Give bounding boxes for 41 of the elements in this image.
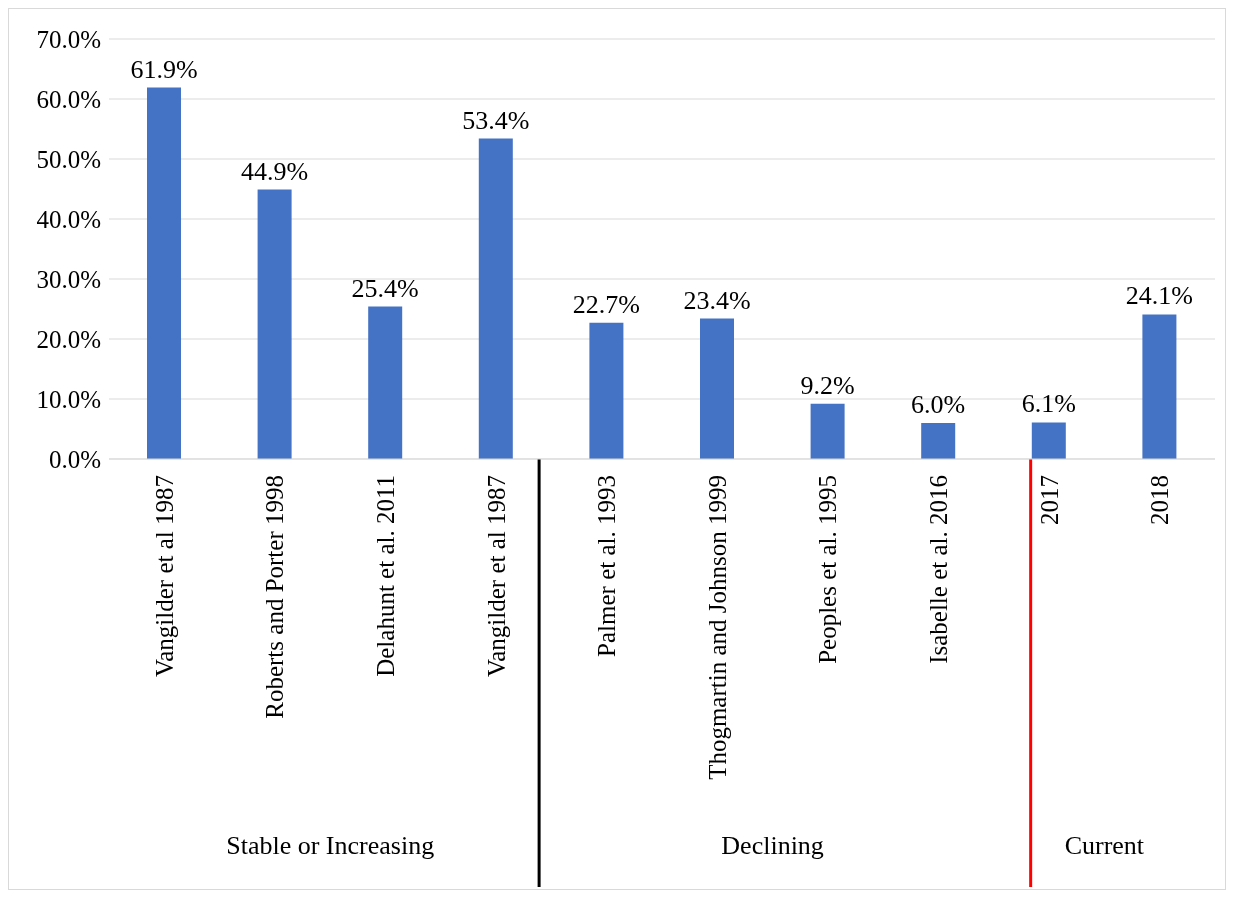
text: Current bbox=[1063, 831, 1146, 861]
bar bbox=[700, 318, 734, 459]
data-label: 61.9% bbox=[130, 54, 198, 84]
y-tick-label: 10.0% bbox=[36, 385, 101, 413]
data-label: 6.0% bbox=[911, 390, 966, 419]
data-label: 23.4% bbox=[683, 285, 751, 315]
bar bbox=[589, 322, 624, 459]
x-tick-label: Roberts and Porter 1998 bbox=[261, 475, 289, 719]
y-tick-label: 0.0% bbox=[48, 445, 101, 473]
data-label: 24.1% bbox=[1125, 281, 1193, 311]
bar bbox=[147, 87, 181, 459]
bar bbox=[810, 403, 845, 459]
bar bbox=[478, 138, 513, 459]
x-tick-label: Peoples et al. 1995 bbox=[814, 475, 842, 664]
data-label: 44.9% bbox=[241, 156, 309, 186]
bar bbox=[1031, 422, 1066, 459]
text: Stable or Increasing bbox=[225, 831, 436, 861]
x-tick-label: Isabelle et al. 2016 bbox=[925, 475, 952, 664]
y-tick-label: 30.0% bbox=[36, 265, 101, 293]
x-tick-label: Thogmartin and Johnson 1999 bbox=[703, 475, 731, 780]
x-tick-label: Delahunt et al. 2011 bbox=[372, 475, 399, 677]
x-tick-label: Palmer et al. 1993 bbox=[593, 475, 621, 657]
data-label: 6.1% bbox=[1021, 389, 1076, 419]
data-label: 9.2% bbox=[800, 370, 855, 400]
x-tick-label: 2018 bbox=[1146, 475, 1174, 525]
data-label: 53.4% bbox=[462, 105, 530, 135]
y-tick-label: 50.0% bbox=[36, 145, 101, 173]
y-tick-label: 70.0% bbox=[36, 25, 101, 53]
x-tick-label: 2017 bbox=[1035, 475, 1063, 525]
bar bbox=[257, 189, 292, 459]
data-label: 22.7% bbox=[572, 289, 640, 319]
y-tick-label: 60.0% bbox=[36, 85, 101, 113]
bar bbox=[921, 423, 956, 459]
bar bbox=[368, 306, 403, 459]
x-tick-label: Vangilder et al 1987 bbox=[150, 475, 178, 678]
text: Declining bbox=[720, 831, 825, 861]
x-tick-label: Vangilder et al 1987 bbox=[482, 475, 510, 678]
bar bbox=[1142, 314, 1177, 459]
y-tick-label: 40.0% bbox=[36, 205, 101, 233]
data-label: 25.4% bbox=[351, 273, 419, 303]
y-tick-label: 20.0% bbox=[36, 325, 101, 353]
